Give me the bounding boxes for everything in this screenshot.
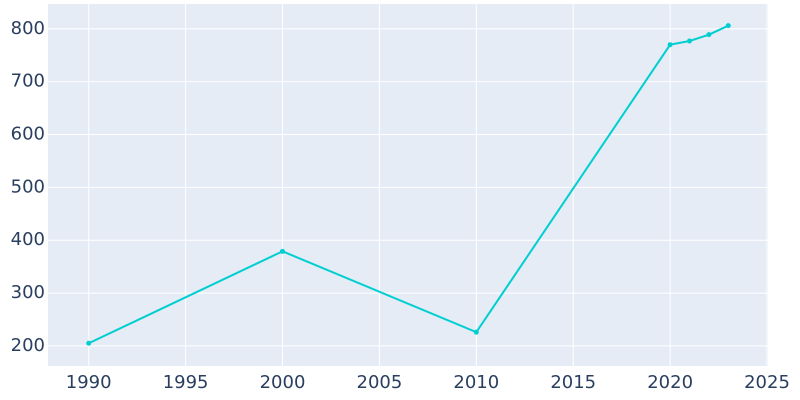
x-tick-label: 1990 xyxy=(66,372,112,393)
y-tick-label: 300 xyxy=(11,282,45,303)
y-tick-label: 800 xyxy=(11,18,45,39)
x-tick-label: 2020 xyxy=(647,372,693,393)
y-tick-label: 600 xyxy=(11,124,45,145)
marker xyxy=(667,42,673,48)
marker xyxy=(725,23,731,29)
x-tick-label: 2025 xyxy=(744,372,790,393)
marker xyxy=(280,248,286,254)
y-tick-label: 700 xyxy=(11,71,45,92)
x-tick-label: 2005 xyxy=(357,372,403,393)
x-tick-label: 2000 xyxy=(260,372,306,393)
marker xyxy=(473,329,479,335)
x-tick-label: 2015 xyxy=(550,372,596,393)
x-tick-label: 1995 xyxy=(163,372,209,393)
y-tick-label: 200 xyxy=(11,335,45,356)
marker xyxy=(687,38,693,44)
marker xyxy=(86,340,92,346)
x-tick-label: 2010 xyxy=(453,372,499,393)
marker xyxy=(706,32,712,38)
y-tick-label: 400 xyxy=(11,229,45,250)
y-tick-label: 500 xyxy=(11,176,45,197)
